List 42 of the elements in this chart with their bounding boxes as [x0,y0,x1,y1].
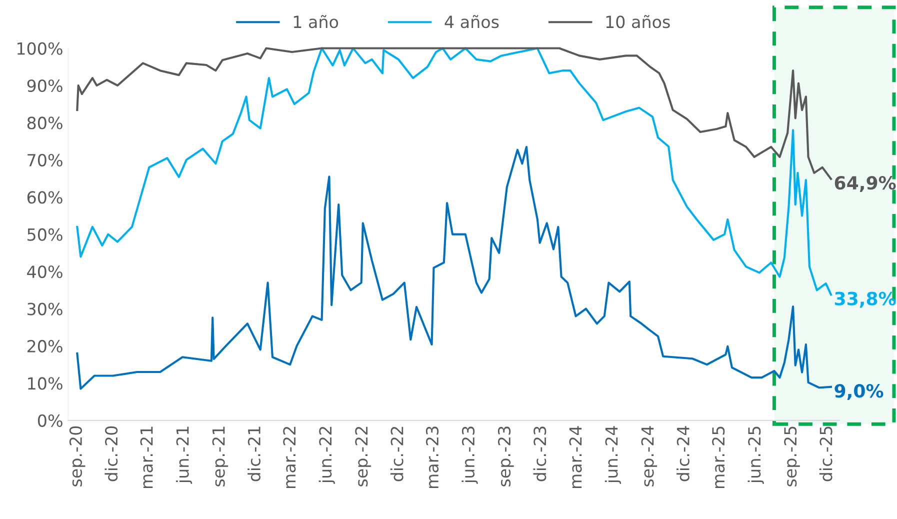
x-tick-label: dic.-22 [390,426,404,482]
y-tick-label: 70% [28,154,62,166]
y-tick-label: 100% [17,42,62,55]
x-tick-label: sep.-22 [355,426,371,486]
legend-label: 4 años [444,14,499,28]
x-tick-label: mar.-21 [140,426,153,488]
line-series [76,47,832,180]
annotation: 64,9% [834,176,896,192]
x-tick-label: jun.-25 [748,426,764,484]
annotation: 33,8% [834,292,896,308]
x-tick-label: mar.-22 [283,426,296,488]
y-tick-label: 90% [27,79,62,92]
x-tick-label: jun.-22 [318,426,335,484]
y-tick-label: 20% [27,340,62,353]
x-tick-label: dic.-23 [533,426,546,482]
x-tick-label: dic.-24 [676,426,690,482]
x-tick-label: mar.-23 [426,426,439,488]
y-tick-label: 30% [28,302,62,316]
x-tick-label: jun.-24 [604,426,622,484]
y-tick-label: 40% [27,266,62,278]
x-tick-label: jun.-23 [462,426,478,484]
x-tick-label: sep.-20 [69,426,86,486]
line-series [76,47,832,296]
x-tick-label: sep.-25 [784,426,800,486]
x-tick-label: sep.-21 [212,426,228,486]
y-tick-label: 0% [38,414,62,427]
x-tick-label: dic.-20 [104,426,118,482]
x-tick-label: mar.-24 [569,426,582,488]
legend-label: 10 años [606,14,670,28]
legend-label: 1 año [294,14,338,28]
y-tick-label: 50% [28,228,62,241]
x-tick-label: sep.-24 [641,426,658,486]
x-tick-label: dic.-21 [248,426,260,482]
x-tick-label: sep.-23 [498,426,514,486]
y-tick-label: 60% [27,191,62,204]
annotation: 9,0% [834,384,884,400]
y-tick-label: 10% [28,377,62,390]
x-tick-label: jun.-21 [176,426,192,484]
x-tick-label: dic.-25 [819,426,832,482]
y-tick-label: 80% [27,116,62,130]
line-series [76,146,832,390]
x-tick-label: mar.-25 [712,426,725,488]
